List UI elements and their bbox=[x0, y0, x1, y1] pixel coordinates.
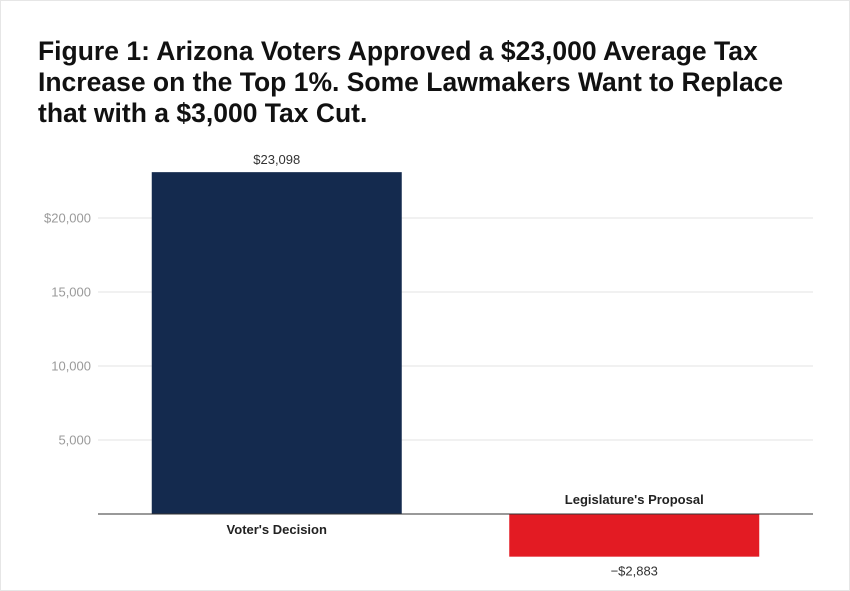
y-tick-label: $20,000 bbox=[44, 211, 91, 226]
bar[interactable] bbox=[509, 514, 760, 557]
y-tick-label: 10,000 bbox=[51, 359, 91, 374]
y-tick-label: 5,000 bbox=[58, 433, 91, 448]
y-tick-label: 15,000 bbox=[51, 285, 91, 300]
category-label: Legislature's Proposal bbox=[565, 492, 704, 507]
chart-title: Figure 1: Arizona Voters Approved a $23,… bbox=[38, 36, 784, 128]
category-label: Voter's Decision bbox=[227, 522, 327, 537]
data-label: −$2,883 bbox=[611, 564, 658, 579]
data-label: $23,098 bbox=[253, 152, 300, 167]
bar[interactable] bbox=[151, 172, 402, 514]
